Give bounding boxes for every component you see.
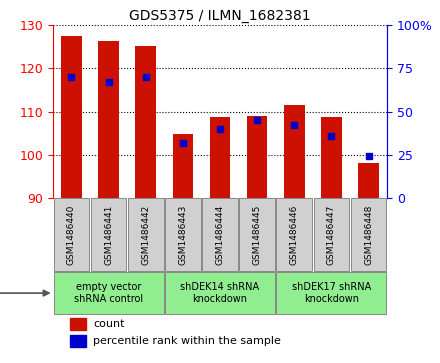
Text: GSM1486445: GSM1486445	[253, 204, 262, 265]
FancyBboxPatch shape	[54, 272, 164, 314]
Text: count: count	[93, 319, 125, 329]
Text: GSM1486446: GSM1486446	[290, 204, 299, 265]
Bar	[321, 117, 342, 198]
Bar	[98, 41, 119, 198]
FancyBboxPatch shape	[276, 272, 386, 314]
Text: empty vector
shRNA control: empty vector shRNA control	[74, 282, 143, 304]
FancyBboxPatch shape	[314, 199, 349, 271]
Bar	[136, 46, 156, 198]
Text: GSM1486443: GSM1486443	[178, 204, 187, 265]
FancyBboxPatch shape	[128, 199, 164, 271]
Text: shDEK17 shRNA
knockdown: shDEK17 shRNA knockdown	[292, 282, 371, 304]
Bar	[70, 318, 86, 330]
Text: GSM1486448: GSM1486448	[364, 204, 373, 265]
FancyBboxPatch shape	[91, 199, 126, 271]
Text: GSM1486440: GSM1486440	[67, 204, 76, 265]
Text: GSM1486442: GSM1486442	[141, 204, 150, 265]
Text: protocol: protocol	[0, 288, 49, 298]
Bar	[359, 163, 379, 198]
FancyBboxPatch shape	[351, 199, 386, 271]
Bar	[61, 36, 81, 198]
FancyBboxPatch shape	[276, 199, 312, 271]
Title: GDS5375 / ILMN_1682381: GDS5375 / ILMN_1682381	[129, 9, 311, 23]
FancyBboxPatch shape	[202, 199, 238, 271]
FancyBboxPatch shape	[165, 272, 275, 314]
FancyBboxPatch shape	[54, 199, 89, 271]
Bar	[172, 134, 193, 198]
Text: GSM1486444: GSM1486444	[216, 204, 224, 265]
Bar	[284, 105, 304, 198]
FancyBboxPatch shape	[165, 199, 201, 271]
Text: shDEK14 shRNA
knockdown: shDEK14 shRNA knockdown	[180, 282, 260, 304]
Text: GSM1486447: GSM1486447	[327, 204, 336, 265]
Bar	[210, 117, 230, 198]
Text: percentile rank within the sample: percentile rank within the sample	[93, 336, 281, 346]
Bar	[247, 116, 268, 198]
Text: GSM1486441: GSM1486441	[104, 204, 113, 265]
FancyBboxPatch shape	[239, 199, 275, 271]
Bar	[70, 335, 86, 347]
